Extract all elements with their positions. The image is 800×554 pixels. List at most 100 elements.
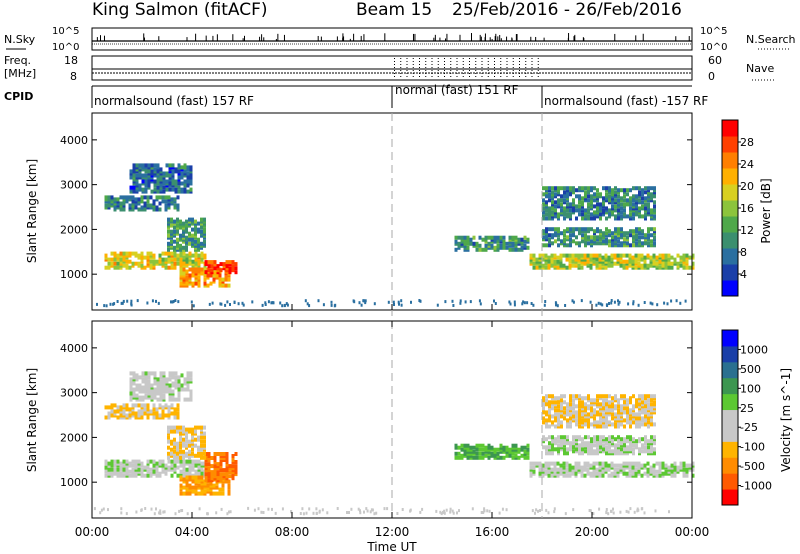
range-gate-cell [544, 461, 548, 466]
range-gate-cell [545, 202, 548, 207]
range-gate-cell [149, 259, 153, 264]
range-gate-cell [614, 208, 617, 213]
range-gate-cell [421, 507, 424, 511]
range-gate-cell [578, 194, 581, 199]
range-gate-cell [174, 381, 178, 386]
range-gate-cell [156, 185, 160, 190]
range-gate-cell [107, 411, 111, 416]
range-gate-cell [670, 473, 674, 478]
range-gate-cell [162, 179, 166, 184]
range-gate-cell [197, 465, 201, 470]
range-gate-cell [542, 445, 545, 450]
range-gate-cell [611, 449, 614, 454]
range-gate-cell [623, 202, 626, 207]
range-gate-cell [155, 195, 159, 200]
range-gate-cell [647, 190, 650, 195]
range-gate-cell [197, 425, 200, 430]
range-gate-cell [216, 452, 220, 456]
range-gate-cell [572, 227, 575, 232]
range-gate-cell [185, 459, 189, 464]
range-gate-cell [149, 203, 153, 208]
colorbar-swatch [722, 345, 738, 363]
range-gate-cell [143, 255, 147, 260]
xtick-label: 00:00 [75, 525, 110, 539]
range-gate-cell [638, 394, 641, 399]
range-gate-cell [647, 233, 650, 238]
range-gate-cell [682, 259, 686, 264]
range-gate-cell [684, 299, 687, 303]
range-gate-cell [548, 441, 551, 446]
range-gate-cell [553, 259, 557, 264]
range-gate-cell [614, 404, 617, 409]
range-gate-cell [159, 509, 162, 513]
range-gate-cell [180, 509, 183, 513]
range-gate-cell [203, 443, 206, 448]
range-gate-cell [180, 181, 184, 186]
range-gate-cell [633, 510, 636, 514]
range-gate-cell [119, 467, 123, 472]
range-gate-cell [584, 208, 587, 213]
range-gate-cell [599, 192, 602, 197]
range-gate-cell [610, 259, 614, 264]
range-gate-cell [207, 478, 211, 483]
range-gate-cell [587, 190, 590, 195]
range-gate-cell [463, 443, 467, 448]
range-gate-cell [548, 400, 551, 405]
range-gate-cell [168, 383, 172, 388]
range-gate-cell [396, 512, 399, 515]
range-gate-cell [161, 469, 165, 474]
range-gate-cell [629, 441, 632, 446]
range-gate-cell [191, 253, 195, 258]
range-gate-cell [487, 241, 491, 246]
range-gate-cell [551, 200, 554, 205]
range-gate-cell [620, 188, 623, 193]
range-gate-cell [502, 241, 506, 246]
range-gate-cell [147, 185, 151, 190]
range-gate-cell [185, 487, 189, 492]
range-gate-cell [285, 302, 288, 306]
range-gate-cell [442, 510, 444, 514]
range-gate-cell [182, 449, 185, 454]
range-gate-cell [191, 273, 195, 278]
range-gate-cell [545, 398, 548, 403]
range-gate-cell [203, 267, 207, 272]
range-gate-cell [520, 453, 524, 458]
range-gate-cell [225, 260, 229, 265]
range-gate-cell [566, 402, 569, 407]
range-gate-cell [590, 406, 593, 411]
range-gate-cell [155, 465, 159, 470]
range-gate-cell [611, 204, 614, 209]
range-gate-cell [520, 445, 524, 450]
range-gate-cell [581, 396, 584, 401]
range-gate-cell [641, 188, 644, 193]
range-gate-cell [143, 195, 147, 200]
freq-top: 18 [64, 54, 78, 67]
range-gate-cell [156, 171, 160, 176]
range-gate-cell [560, 231, 563, 236]
range-gate-cell [210, 268, 214, 273]
range-gate-cell [107, 265, 111, 270]
range-gate-cell [616, 463, 620, 468]
range-gate-cell [141, 163, 145, 168]
range-gate-cell [555, 302, 558, 306]
range-gate-cell [138, 383, 142, 388]
range-gate-cell [171, 300, 174, 304]
range-gate-cell [598, 467, 602, 472]
time-axis-label: Time UT [366, 540, 417, 554]
range-gate-cell [644, 202, 647, 207]
range-gate-cell [638, 447, 641, 452]
range-gate-cell [602, 196, 605, 201]
range-gate-cell [463, 449, 467, 454]
range-gate-cell [134, 459, 138, 464]
range-gate-cell [267, 507, 270, 511]
range-gate-cell [572, 402, 575, 407]
range-gate-cell [566, 243, 569, 248]
range-gate-cell [228, 474, 232, 479]
range-gate-cell [590, 398, 593, 403]
range-gate-cell [565, 253, 569, 258]
range-gate-cell [581, 186, 584, 191]
range-gate-cell [182, 441, 185, 446]
range-gate-cell [140, 259, 144, 264]
range-gate-cell [179, 463, 183, 468]
range-gate-cell [110, 195, 114, 200]
